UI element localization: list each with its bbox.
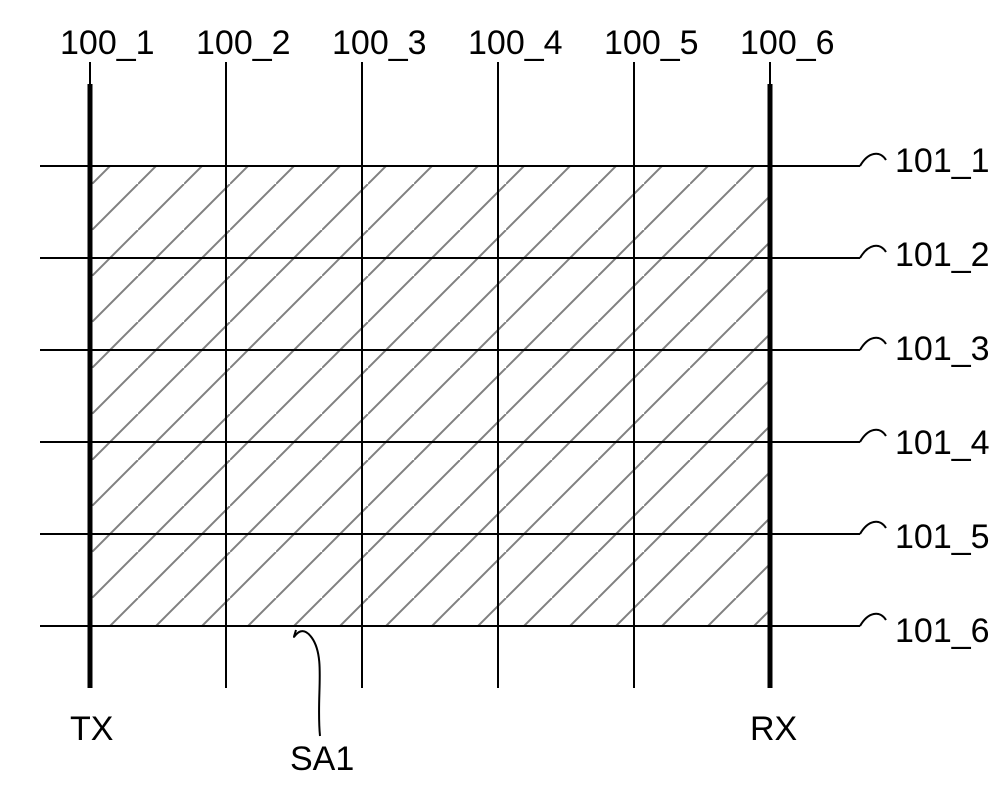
column-label-5: 100_5 bbox=[604, 24, 699, 62]
column-label-6: 100_6 bbox=[740, 24, 835, 62]
column-labels-group: 100_1 100_2 100_3 100_4 100_5 100_6 bbox=[60, 24, 835, 62]
column-label-3: 100_3 bbox=[332, 24, 427, 62]
column-label-1: 100_1 bbox=[60, 24, 155, 62]
row-label-leader-6 bbox=[860, 614, 886, 626]
row-label-3: 101_3 bbox=[895, 330, 990, 368]
row-label-6: 101_6 bbox=[895, 612, 990, 650]
diagram-root: 100_1100_2100_3100_4100_5100_6 101_1101_… bbox=[0, 0, 1000, 789]
sensing-area-sa1 bbox=[90, 166, 770, 626]
row-label-4: 101_4 bbox=[895, 424, 990, 462]
row-label-leader-1 bbox=[860, 154, 886, 166]
column-label-2: 100_2 bbox=[196, 24, 291, 62]
row-label-leader-3 bbox=[860, 338, 886, 350]
row-label-2: 101_2 bbox=[895, 236, 990, 274]
sa1-label: SA1 bbox=[290, 740, 354, 778]
row-labels-group: 101_1 101_2 101_3 101_4 101_5 101_6 bbox=[895, 142, 990, 650]
row-label-leader-4 bbox=[860, 430, 886, 442]
row-label-1: 101_1 bbox=[895, 142, 990, 180]
rx-label: RX bbox=[750, 710, 797, 748]
row-label-leader-5 bbox=[860, 522, 886, 534]
row-label-leader-arcs bbox=[860, 154, 886, 626]
row-label-5: 101_5 bbox=[895, 518, 990, 556]
row-label-leader-2 bbox=[860, 246, 886, 258]
sa1-leader-curve bbox=[294, 630, 320, 736]
column-label-4: 100_4 bbox=[468, 24, 563, 62]
tx-label: TX bbox=[70, 710, 113, 748]
